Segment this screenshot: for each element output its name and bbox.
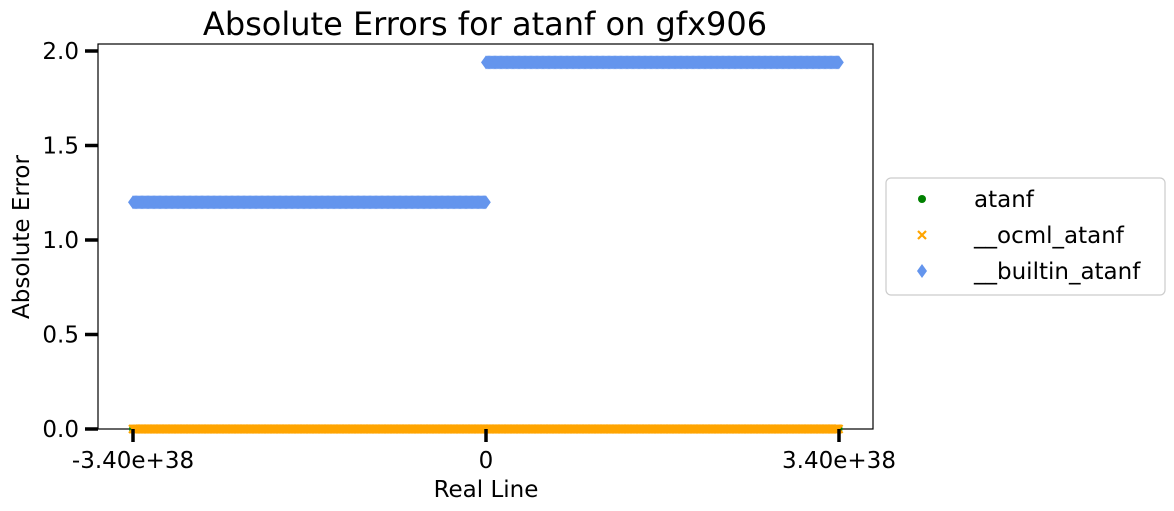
series-builtin-atanf xyxy=(128,55,844,210)
legend: atanf __ocml_atanf __builtin_atanf xyxy=(885,177,1166,296)
legend-box xyxy=(885,177,1166,296)
legend-label: __ocml_atanf xyxy=(973,223,1125,249)
y-tick-label: 0.5 xyxy=(42,323,79,349)
y-axis-label: Absolute Error xyxy=(9,155,35,319)
y-tick-label: 0.0 xyxy=(42,417,79,443)
legend-label: __builtin_atanf xyxy=(973,259,1141,285)
y-tick-label: 2.0 xyxy=(42,39,79,65)
chart-title: Absolute Errors for atanf on gfx906 xyxy=(203,5,767,43)
x-tick-label: 3.40e+38 xyxy=(782,448,896,474)
plot-area: -3.40e+38 0 3.40e+38 0.0 0.5 1.0 1.5 2.0 xyxy=(42,39,896,474)
x-tick-label: 0 xyxy=(479,448,494,474)
y-tick-label: 1.0 xyxy=(42,228,79,254)
y-tick-label: 1.5 xyxy=(42,134,79,160)
legend-entry: atanf xyxy=(918,187,1035,213)
legend-entry: __builtin_atanf xyxy=(917,259,1141,285)
plot-frame xyxy=(97,43,874,430)
x-tick-label: -3.40e+38 xyxy=(72,448,194,474)
x-axis-label: Real Line xyxy=(434,477,539,503)
series-ocml-atanf xyxy=(128,424,844,434)
legend-entry: __ocml_atanf xyxy=(917,223,1125,249)
legend-label: atanf xyxy=(974,187,1035,213)
